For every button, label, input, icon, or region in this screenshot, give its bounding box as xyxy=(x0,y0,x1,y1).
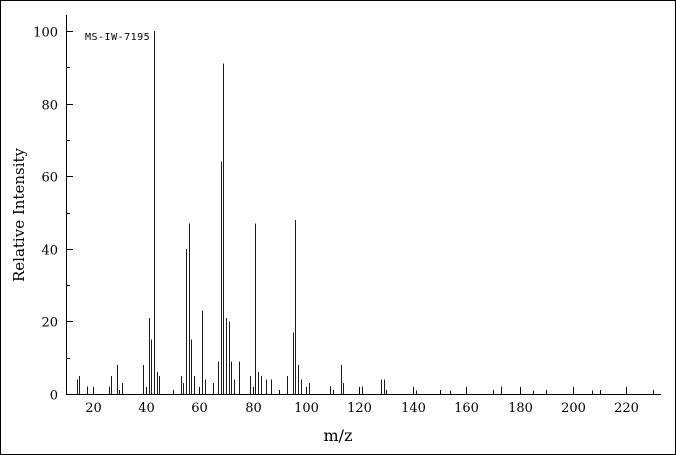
y-tick-label: 100 xyxy=(33,26,58,41)
x-tick-label: 200 xyxy=(561,401,586,416)
y-axis-label: Relative Intensity xyxy=(10,148,28,283)
y-tick-label: 20 xyxy=(41,316,58,331)
x-axis-label: m/z xyxy=(323,426,353,445)
y-tick-label: 80 xyxy=(41,99,58,114)
x-tick-label: 100 xyxy=(294,401,319,416)
x-tick-label: 80 xyxy=(245,401,262,416)
x-tick-label: 20 xyxy=(85,401,102,416)
x-tick-label: 120 xyxy=(347,401,372,416)
y-tick-label: 0 xyxy=(50,389,58,404)
y-tick-label: 60 xyxy=(41,171,58,186)
spectrum-id-label: MS-IW-7195 xyxy=(85,32,151,43)
y-tick-label: 40 xyxy=(41,244,58,259)
x-tick-label: 220 xyxy=(614,401,639,416)
x-tick-label: 180 xyxy=(508,401,533,416)
x-tick-label: 60 xyxy=(191,401,208,416)
x-tick-label: 160 xyxy=(454,401,479,416)
x-tick-label: 140 xyxy=(401,401,426,416)
x-tick-label: 40 xyxy=(138,401,155,416)
